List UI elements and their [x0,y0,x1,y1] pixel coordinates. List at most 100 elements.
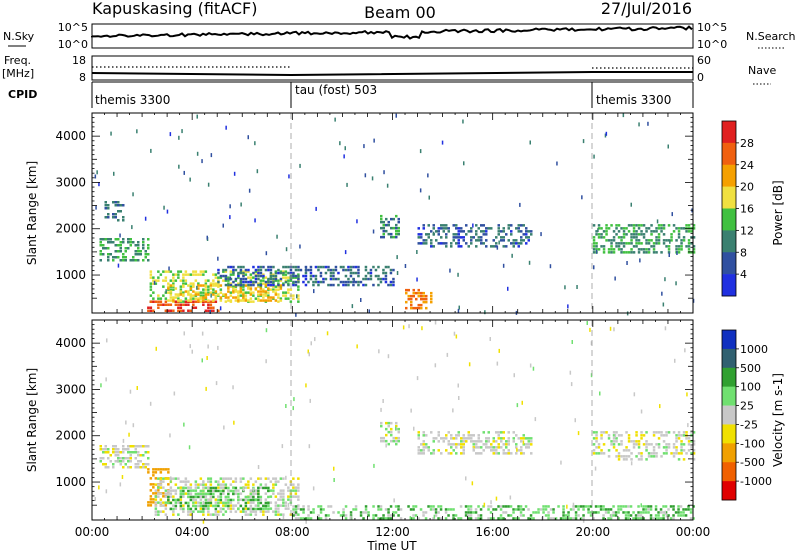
power-cell [292,274,295,278]
velocity-cell [507,505,510,508]
velocity-cell [672,505,675,508]
velocity-cell [387,421,390,425]
power-scatter-cell [671,212,673,217]
power-cell [249,276,253,279]
power-cell [329,274,333,278]
power-scatter-cell [656,219,659,224]
velocity-cell [637,505,640,508]
power-scatter-cell [567,304,569,309]
power-cell [149,273,153,276]
power-cell [162,279,165,282]
power-cell [234,288,238,291]
velocity-cell [655,452,658,455]
velocity-cell [247,501,250,504]
velocity-cell [577,514,580,517]
power-cell [214,284,218,287]
velocity-cell [142,466,145,469]
power-cell [317,265,320,269]
velocity-cell [427,449,430,452]
power-cell [227,277,230,281]
power-cell [232,265,235,269]
velocity-cell [382,514,385,517]
velocity-cell [437,449,440,452]
power-cell [309,265,313,269]
power-cell [107,253,110,256]
velocity-cell [507,431,510,434]
date-title: 27/Jul/2016 [601,0,692,18]
power-cell [207,279,210,282]
power-cell [302,274,305,278]
velocity-cell [689,511,693,514]
power-cell [347,283,350,287]
power-cell [500,239,503,242]
velocity-cell [202,507,205,511]
velocity-scatter-cell [149,401,152,406]
power-cell [357,283,360,287]
velocity-scatter-cell [119,482,122,487]
velocity-cell [187,492,190,496]
power-cell [297,288,300,291]
power-cell [159,303,163,306]
velocity-colorbar-tick: -1000 [740,475,772,488]
power-cell [470,227,473,230]
velocity-cell [680,446,683,449]
velocity-cell [182,492,185,496]
velocity-cell [624,511,628,514]
velocity-cell [509,505,513,508]
power-cell [374,268,378,272]
velocity-cell [199,477,203,480]
power-cell [430,239,433,242]
velocity-scatter-cell [356,344,358,349]
velocity-cell [632,443,636,446]
velocity-cell [169,495,173,498]
velocity-cell [417,449,420,452]
freq-trace [91,71,693,77]
power-colorbar-swatch [722,142,736,166]
velocity-cell [204,504,208,508]
velocity-cell [159,471,163,474]
velocity-cell [259,486,263,489]
power-cell [207,299,210,302]
power-cell [377,274,380,278]
velocity-cell [390,421,393,425]
power-cell [224,296,228,299]
velocity-cell [477,434,480,437]
power-cell [342,265,345,269]
velocity-cell [377,517,380,520]
velocity-cell [164,492,168,495]
power-cell [284,280,288,284]
velocity-cell [457,431,460,434]
power-scatter-cell [549,264,552,269]
velocity-cell [289,495,293,498]
velocity-cell [144,463,147,466]
power-cell [154,279,158,282]
power-cell [607,251,611,254]
power-cell [234,296,238,299]
velocity-cell [277,513,280,516]
power-cell [182,276,185,279]
power-scatter-cell [254,218,256,223]
power-cell [124,250,127,253]
power-cell [382,268,385,272]
velocity-scatter-cell [509,495,512,500]
velocity-cell [362,517,365,520]
power-cell [289,279,293,282]
power-cell [229,273,233,276]
velocity-cell [592,443,596,446]
power-cell [242,283,245,287]
power-cell [477,227,480,230]
power-cell [257,282,260,285]
velocity-cell [382,517,385,520]
power-cell [610,239,613,242]
velocity-cell [552,517,555,520]
power-cell [269,280,273,284]
power-cell [237,276,240,279]
velocity-cell [112,448,115,451]
velocity-cell [630,452,633,455]
velocity-cell [564,517,568,520]
velocity-cell [279,498,283,501]
power-cell [184,290,188,293]
power-cell [367,277,370,281]
power-scatter-cell [119,233,121,238]
velocity-cell [204,495,208,498]
